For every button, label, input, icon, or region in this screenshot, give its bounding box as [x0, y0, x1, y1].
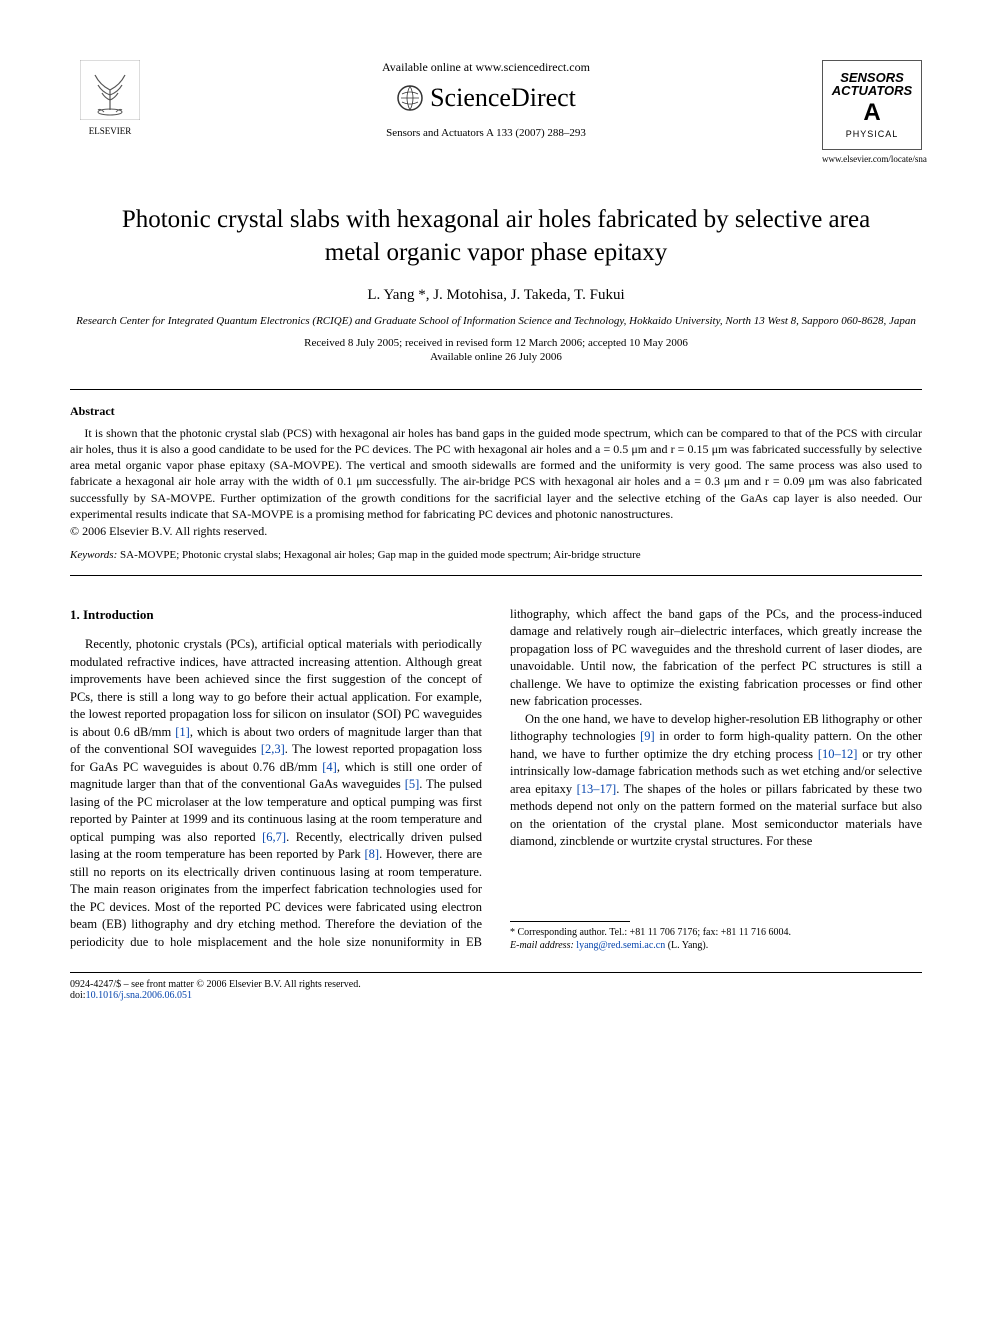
ref-link[interactable]: [10–12]: [818, 747, 858, 761]
footer-divider: [70, 972, 922, 973]
abstract-heading: Abstract: [70, 404, 922, 419]
journal-logo: SENSORS ACTUATORS A PHYSICAL www.elsevie…: [822, 60, 922, 164]
affiliation: Research Center for Integrated Quantum E…: [70, 314, 922, 329]
doi-label: doi:: [70, 990, 86, 1001]
sensors-actuators-box: SENSORS ACTUATORS A PHYSICAL: [822, 60, 922, 150]
actuators-label: ACTUATORS: [827, 84, 917, 97]
keywords: Keywords: SA-MOVPE; Photonic crystal sla…: [70, 549, 922, 561]
copyright: © 2006 Elsevier B.V. All rights reserved…: [70, 524, 922, 539]
sciencedirect-icon: [396, 84, 424, 112]
ref-link[interactable]: [6,7]: [262, 830, 286, 844]
body-columns: 1. Introduction Recently, photonic cryst…: [70, 606, 922, 952]
email-paren: (L. Yang).: [668, 940, 709, 951]
body-paragraph: On the one hand, we have to develop high…: [510, 711, 922, 851]
ref-link[interactable]: [13–17]: [577, 782, 617, 796]
section-heading: 1. Introduction: [70, 606, 482, 624]
journal-url: www.elsevier.com/locate/sna: [822, 154, 922, 164]
footnote-divider: [510, 921, 630, 922]
available-date: Available online 26 July 2006: [70, 351, 922, 363]
ref-link[interactable]: [5]: [405, 777, 420, 791]
elsevier-tree-icon: [80, 60, 140, 120]
journal-letter: A: [827, 99, 917, 127]
doi-link[interactable]: 10.1016/j.sna.2006.06.051: [86, 990, 192, 1001]
divider: [70, 575, 922, 576]
elsevier-logo: ELSEVIER: [70, 60, 150, 136]
sciencedirect-text: ScienceDirect: [430, 83, 576, 113]
abstract-text: It is shown that the photonic crystal sl…: [70, 425, 922, 522]
email-label: E-mail address:: [510, 940, 574, 951]
ref-link[interactable]: [4]: [322, 760, 337, 774]
keywords-list: SA-MOVPE; Photonic crystal slabs; Hexago…: [120, 549, 641, 561]
email-link[interactable]: lyang@red.semi.ac.cn: [576, 940, 665, 951]
corresponding-author-footnote: * Corresponding author. Tel.: +81 11 706…: [510, 926, 922, 952]
ref-link[interactable]: [9]: [640, 729, 655, 743]
elsevier-label: ELSEVIER: [70, 126, 150, 136]
header-center: Available online at www.sciencedirect.co…: [150, 60, 822, 139]
article-dates: Received 8 July 2005; received in revise…: [70, 337, 922, 349]
sciencedirect-logo: ScienceDirect: [396, 83, 576, 113]
footer-copyright: 0924-4247/$ – see front matter © 2006 El…: [70, 979, 922, 990]
divider: [70, 389, 922, 390]
article-title: Photonic crystal slabs with hexagonal ai…: [110, 204, 882, 269]
authors: L. Yang *, J. Motohisa, J. Takeda, T. Fu…: [70, 287, 922, 304]
physical-label: PHYSICAL: [827, 129, 917, 139]
page-header: ELSEVIER Available online at www.science…: [70, 60, 922, 164]
keywords-label: Keywords:: [70, 549, 117, 561]
ref-link[interactable]: [8]: [365, 847, 380, 861]
footer-doi: doi:10.1016/j.sna.2006.06.051: [70, 990, 922, 1001]
available-online-text: Available online at www.sciencedirect.co…: [150, 60, 822, 75]
ref-link[interactable]: [2,3]: [261, 742, 285, 756]
footnote-email-line: E-mail address: lyang@red.semi.ac.cn (L.…: [510, 939, 922, 952]
ref-link[interactable]: [1]: [175, 725, 190, 739]
footnote-corr: * Corresponding author. Tel.: +81 11 706…: [510, 926, 922, 939]
journal-reference: Sensors and Actuators A 133 (2007) 288–2…: [150, 127, 822, 139]
